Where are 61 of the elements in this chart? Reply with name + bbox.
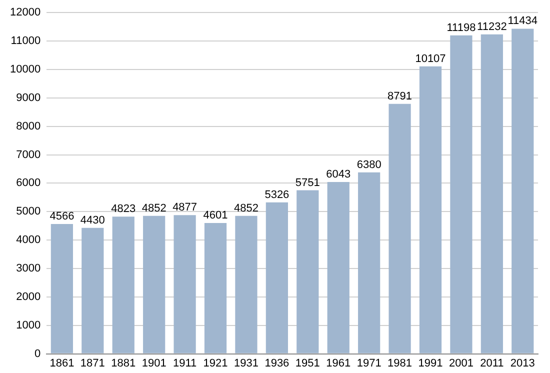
x-tick-label: 1951	[295, 357, 320, 370]
bar	[296, 190, 319, 354]
data-label: 6380	[356, 158, 382, 171]
x-tick-label: 1901	[142, 357, 166, 370]
data-label: 4566	[50, 210, 74, 223]
x-tick-label: 1931	[234, 357, 258, 370]
data-label: 10107	[415, 52, 446, 65]
x-tick-label: 2013	[510, 357, 535, 370]
bar	[82, 228, 104, 354]
x-tick-label: 1871	[80, 357, 105, 370]
y-tick-label: 12000	[10, 6, 41, 19]
bar	[388, 104, 411, 354]
y-tick-label: 4000	[16, 234, 41, 246]
y-tick-label: 10000	[10, 64, 41, 76]
bar	[512, 28, 534, 354]
x-tick-label: 1961	[326, 357, 351, 370]
data-label: 11232	[477, 20, 507, 33]
y-tick-label: 11000	[10, 35, 41, 48]
data-label: 11198	[446, 22, 476, 34]
x-tick-label: 1991	[418, 357, 443, 370]
data-label: 4852	[142, 202, 166, 214]
y-tick-label: 3000	[16, 262, 41, 275]
data-label: 4601	[203, 210, 228, 222]
x-tick-label: 1881	[111, 357, 136, 370]
data-label: 4852	[234, 202, 258, 214]
bar	[50, 224, 73, 354]
y-tick-label: 8000	[16, 120, 41, 132]
bar	[358, 172, 380, 354]
data-label: 6043	[326, 168, 351, 181]
bar	[204, 222, 227, 354]
y-tick-label: 6000	[16, 177, 41, 190]
x-tick-label: 1921	[203, 357, 228, 370]
x-tick-label: 1971	[356, 357, 382, 370]
bar	[480, 34, 503, 354]
data-label: 5326	[264, 188, 290, 201]
bar	[174, 215, 196, 354]
bar	[235, 216, 258, 354]
x-tick-label: 1981	[388, 357, 412, 370]
data-label: 11434	[508, 15, 538, 28]
data-label: 4823	[111, 203, 136, 216]
bar	[450, 35, 472, 354]
x-tick-label: 2011	[480, 357, 504, 370]
x-tick-label: 2001	[448, 357, 474, 370]
x-tick-label: 1936	[264, 357, 290, 370]
y-tick-label: 1000	[16, 319, 41, 332]
y-tick-label: 0	[34, 348, 41, 360]
x-tick-label: 1911	[172, 357, 197, 370]
bar	[112, 216, 134, 354]
data-label: 8791	[388, 90, 412, 102]
x-tick-label: 1861	[50, 357, 74, 370]
bar	[266, 202, 288, 354]
y-tick-label: 7000	[16, 148, 41, 161]
bar	[327, 182, 350, 354]
y-tick-label: 2000	[16, 290, 41, 303]
y-tick-label: 9000	[16, 92, 41, 104]
data-label: 4877	[172, 202, 198, 214]
bar	[419, 66, 442, 354]
bar	[143, 216, 166, 354]
data-label: 5751	[295, 176, 320, 189]
data-label: 4430	[80, 214, 105, 226]
y-tick-label: 5000	[16, 206, 41, 218]
